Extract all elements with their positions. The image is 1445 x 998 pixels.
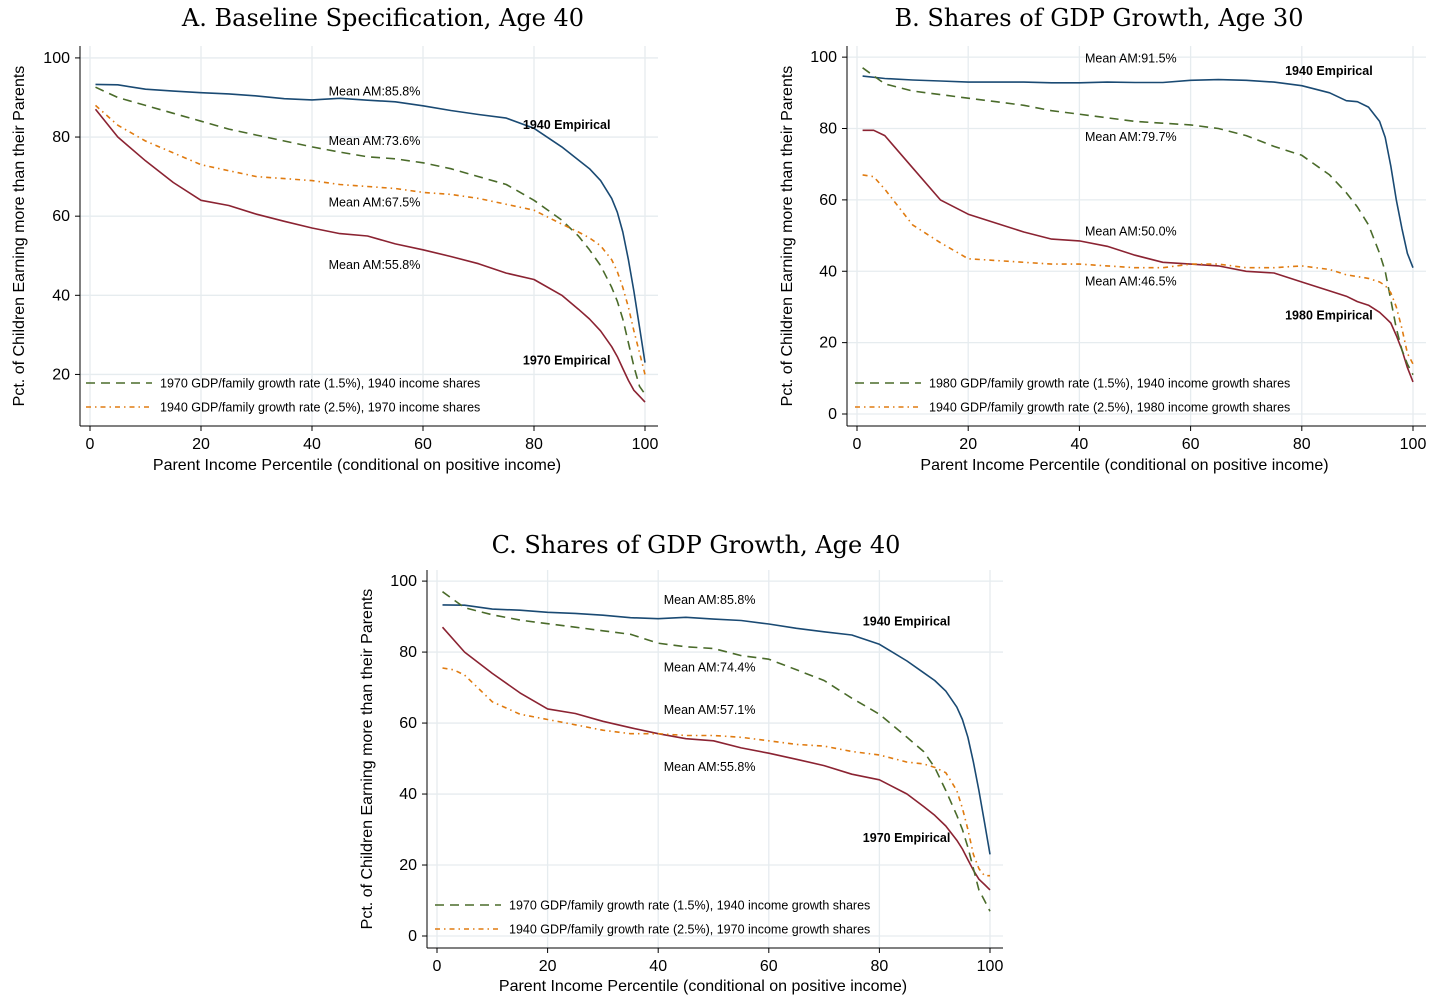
y-tick-label: 20 [819,335,837,352]
y-axis-label: Pct. of Children Earning more than their… [779,66,796,407]
y-tick-label: 40 [52,287,70,304]
legend-label: 1940 GDP/family growth rate (2.5%), 1970… [509,923,870,937]
mean-am-annotation: Mean AM:67.5% [329,195,421,209]
x-tick-label: 0 [433,958,442,975]
x-axis-label: Parent Income Percentile (conditional on… [920,457,1328,474]
chart-title: A. Baseline Specification, Age 40 [181,4,584,32]
x-tick-label: 100 [632,436,659,453]
panel-b-chart: 0 20 40 60 80 100 0 20 40 60 80 100 B. Shares of GDP… [779,4,1426,474]
legend-label: 1970 GDP/family growth rate (1.5%), 1940… [509,899,870,913]
x-tick-label: 40 [1071,436,1089,453]
mean-am-annotation: Mean AM:55.8% [664,760,756,774]
mean-am-annotation: Mean AM:55.8% [329,258,421,272]
y-tick-label: 80 [52,129,70,146]
series-label: 1940 Empirical [1285,64,1373,78]
mean-am-annotation: Mean AM:50.0% [1085,225,1177,239]
x-tick-label: 100 [977,958,1004,975]
x-tick-label: 20 [959,436,977,453]
x-tick-label: 40 [303,436,321,453]
series-line-cf_orange [442,667,990,877]
mean-am-annotation: Mean AM:73.6% [329,134,421,148]
x-tick-label: 20 [539,958,557,975]
y-axis-label: Pct. of Children Earning more than their… [359,589,376,930]
x-tick-label: 80 [871,958,889,975]
series-line-cf_green [862,67,1414,376]
series-line-e1970 [94,108,646,403]
mean-am-annotation: Mean AM:91.5% [1085,51,1177,65]
x-tick-label: 80 [1293,436,1311,453]
y-tick-label: 60 [399,715,417,732]
series-line-e1940 [442,604,991,855]
series-line-cf_green [95,86,646,395]
y-tick-label: 100 [810,49,837,66]
x-tick-label: 80 [525,436,543,453]
legend-label: 1980 GDP/family growth rate (1.5%), 1940… [929,377,1290,391]
x-tick-label: 0 [86,436,95,453]
series-label: 1970 Empirical [863,831,951,845]
y-tick-label: 20 [52,366,70,383]
y-tick-label: 60 [52,208,70,225]
mean-am-annotation: Mean AM:85.8% [329,85,421,99]
series-line-cf_orange [862,174,1414,365]
legend-label: 1940 GDP/family growth rate (2.5%), 1980… [929,401,1290,415]
y-tick-label: 40 [399,786,417,803]
y-tick-label: 0 [408,928,417,945]
y-tick-label: 0 [828,406,837,423]
x-tick-label: 60 [414,436,432,453]
series-label: 1970 Empirical [523,354,611,368]
y-tick-label: 80 [819,121,837,138]
series-label: 1940 Empirical [863,614,951,628]
mean-am-annotation: Mean AM:85.8% [664,593,756,607]
y-tick-label: 40 [819,263,837,280]
mean-am-annotation: Mean AM:79.7% [1085,130,1177,144]
y-tick-label: 20 [399,857,417,874]
x-tick-label: 20 [192,436,210,453]
mean-am-annotation: Mean AM:57.1% [664,703,756,717]
series-line-e1940 [95,83,646,363]
series-line-cf_green [442,591,991,912]
legend-label: 1940 GDP/family growth rate (2.5%), 1970… [160,401,480,415]
series-label: 1980 Empirical [1285,308,1373,322]
x-tick-label: 40 [649,958,667,975]
panel-c-chart: 0 20 40 60 80 100 0 20 40 60 80 100 C. Shares of GDP… [359,531,1003,995]
y-axis-label: Pct. of Children Earning more than their… [11,66,28,407]
mean-am-annotation: Mean AM:46.5% [1085,275,1177,289]
x-axis-label: Parent Income Percentile (conditional on… [153,457,561,474]
y-tick-label: 100 [390,573,417,590]
chart-title: C. Shares of GDP Growth, Age 40 [492,531,901,559]
legend-label: 1970 GDP/family growth rate (1.5%), 1940… [160,377,480,391]
mean-am-annotation: Mean AM:74.4% [664,661,756,675]
series-line-e1980 [862,129,1414,383]
series-line-e1970 [441,626,991,891]
panel-a-chart: 20 40 60 80 100 0 20 40 60 80 100 A. Baseline Speci… [11,4,658,474]
y-tick-label: 100 [43,50,70,67]
x-tick-label: 100 [1400,436,1427,453]
y-tick-label: 60 [819,192,837,209]
x-tick-label: 0 [853,436,862,453]
series-line-e1940 [862,75,1414,268]
series-label: 1940 Empirical [523,118,611,132]
x-tick-label: 60 [760,958,778,975]
x-axis-label: Parent Income Percentile (conditional on… [499,978,907,995]
y-tick-label: 80 [399,644,417,661]
chart-title: B. Shares of GDP Growth, Age 30 [895,4,1304,32]
x-tick-label: 60 [1182,436,1200,453]
